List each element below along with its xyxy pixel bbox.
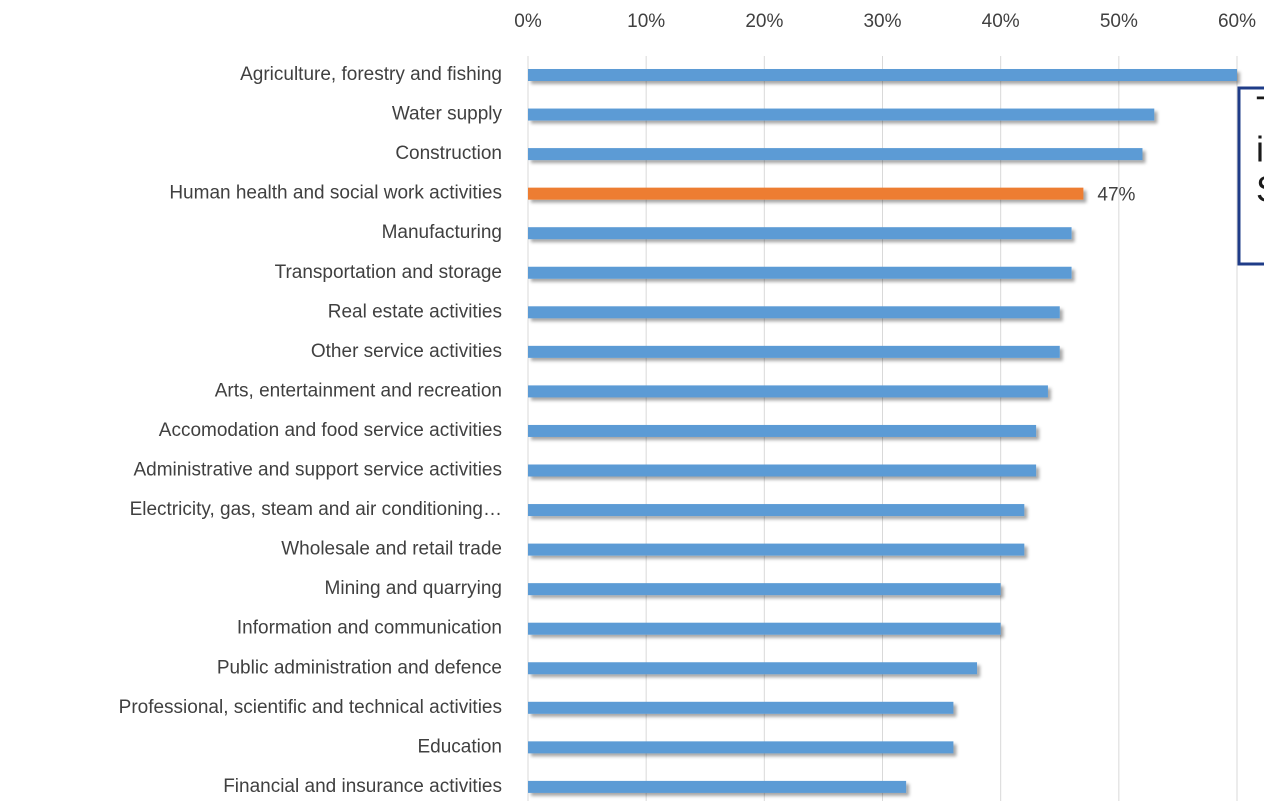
- bars: [528, 69, 1237, 793]
- bar: [528, 148, 1143, 161]
- bar: [528, 385, 1048, 398]
- bar: [528, 701, 954, 714]
- bar: [528, 543, 1025, 556]
- bar: [528, 464, 1037, 477]
- x-tick-label: 30%: [863, 11, 901, 32]
- y-tick-label: Other service activities: [311, 341, 502, 362]
- y-tick-label: Agriculture, forestry and fishing: [240, 64, 502, 85]
- y-tick-label: Electricity, gas, steam and air conditio…: [130, 499, 502, 520]
- annotation-box: [1237, 86, 1264, 266]
- y-tick-label: Mining and quarrying: [325, 578, 502, 599]
- x-tick-label: 60%: [1218, 11, 1256, 32]
- bar: [528, 345, 1060, 358]
- annotation: TiS: [1256, 89, 1264, 210]
- x-tick-label: 40%: [982, 11, 1020, 32]
- y-tick-label: Arts, entertainment and recreation: [215, 380, 502, 401]
- y-tick-label: Professional, scientific and technical a…: [119, 697, 502, 718]
- y-tick-label: Human health and social work activities: [169, 183, 502, 204]
- bar: [528, 108, 1155, 121]
- bar: [528, 780, 907, 793]
- bar: [528, 622, 1001, 635]
- x-tick-label: 0%: [514, 11, 542, 32]
- labels: 0% 10% 20% 30% 40% 50% 60% Agriculture, forestr…: [119, 11, 1256, 797]
- bar: [528, 662, 978, 675]
- y-tick-label: Manufacturing: [382, 222, 502, 243]
- y-tick-label: Public administration and defence: [217, 657, 502, 678]
- bar: [528, 306, 1060, 319]
- bar: [528, 583, 1001, 596]
- y-tick-label: Wholesale and retail trade: [281, 539, 502, 560]
- annotation-text: S: [1256, 169, 1264, 210]
- x-tick-label: 20%: [745, 11, 783, 32]
- y-tick-label: Construction: [395, 143, 502, 164]
- x-tick-label: 10%: [627, 11, 665, 32]
- y-tick-label: Education: [417, 736, 502, 757]
- bar: [528, 227, 1072, 240]
- bar: [528, 741, 954, 754]
- data-label: 47%: [1097, 185, 1135, 206]
- annotation-text: i: [1256, 129, 1264, 170]
- y-tick-label: Financial and insurance activities: [223, 776, 502, 797]
- y-tick-label: Transportation and storage: [275, 262, 502, 283]
- x-tick-label: 50%: [1100, 11, 1138, 32]
- bar: [528, 187, 1084, 200]
- bar: [528, 266, 1072, 279]
- y-tick-label: Administrative and support service activ…: [133, 460, 502, 481]
- annotation-text: T: [1256, 89, 1264, 130]
- bar: [528, 69, 1237, 81]
- bar: [528, 504, 1025, 517]
- y-tick-label: Real estate activities: [328, 301, 502, 322]
- y-tick-label: Information and communication: [237, 618, 502, 639]
- y-tick-label: Accomodation and food service activities: [159, 420, 502, 441]
- y-tick-label: Water supply: [392, 104, 503, 125]
- bar: [528, 424, 1037, 437]
